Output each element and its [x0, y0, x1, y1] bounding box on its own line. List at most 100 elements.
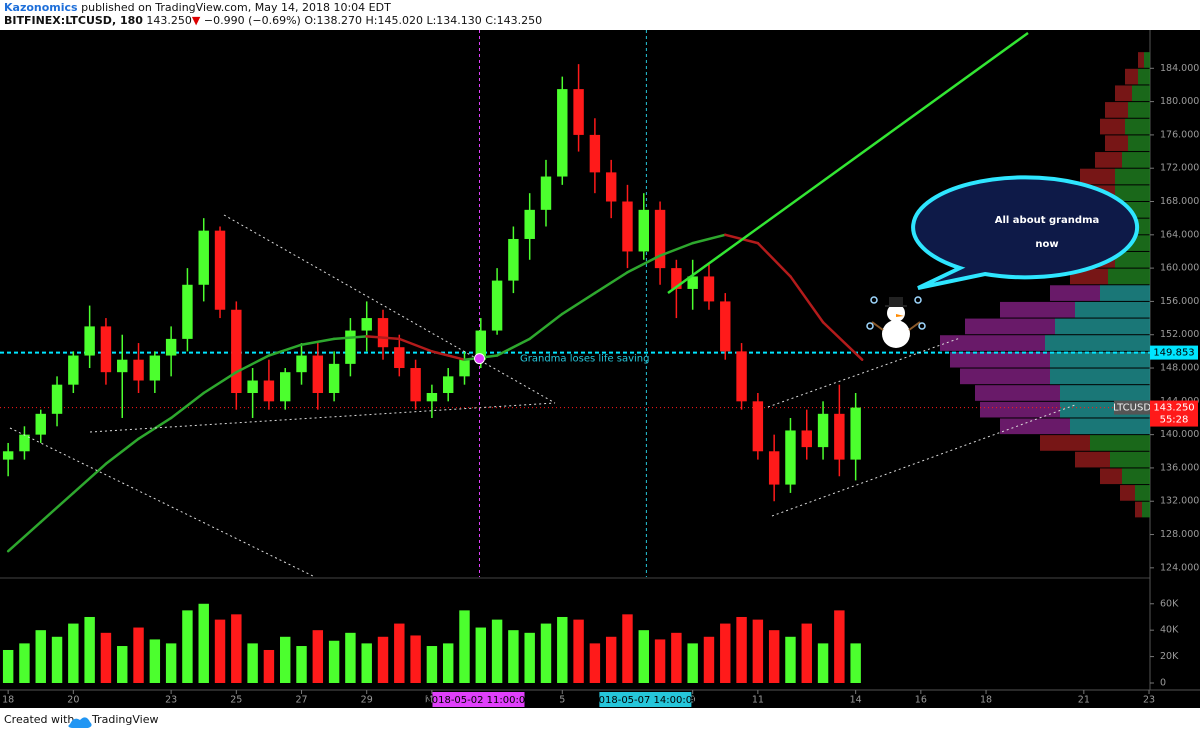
moving-average-segment — [789, 275, 825, 324]
x-tick-label: 18 — [2, 695, 14, 706]
volume-bar — [2, 649, 14, 683]
candle-body — [68, 355, 79, 385]
x-tick-label: 23 — [165, 695, 177, 706]
moving-average-segment — [365, 335, 401, 341]
volume-bar — [165, 643, 177, 683]
y-tick-label: 176.000 — [1160, 129, 1199, 140]
moving-average-segment — [691, 233, 727, 245]
snowman-hat — [889, 297, 903, 306]
volume-bar — [263, 649, 275, 683]
candle-body — [133, 359, 144, 381]
profile-down — [1105, 102, 1128, 118]
candle-body — [117, 359, 128, 373]
level-label: 149.853 — [1153, 348, 1194, 359]
symbol: BITFINEX:LTCUSD, 180 — [4, 14, 143, 27]
candle-body — [785, 430, 796, 485]
snowflake — [866, 322, 874, 330]
x-tick-label: 18 — [980, 695, 992, 706]
candle-body — [247, 380, 258, 394]
y-tick-label: 124.000 — [1160, 562, 1199, 573]
volume-bar — [377, 636, 389, 683]
volume-tick-label: 60K — [1160, 598, 1179, 609]
marker-label: 2018-05-02 11:00:00 — [425, 695, 531, 706]
volume-bar — [182, 610, 193, 683]
signal-dot — [473, 353, 485, 365]
symbol-box — [1114, 400, 1150, 415]
profile-down — [1120, 485, 1135, 501]
volume-bar — [638, 630, 649, 683]
volume-bar — [84, 616, 95, 683]
trend-line — [89, 402, 556, 433]
last-price-box — [1150, 400, 1198, 427]
volume-bar — [834, 610, 845, 683]
volume-tick-label: 40K — [1160, 625, 1179, 636]
volume-bar — [752, 619, 764, 683]
published: published on TradingView.com, May 14, 20… — [81, 1, 391, 14]
countdown: 55:28 — [1160, 415, 1189, 426]
profile-down — [1000, 301, 1075, 318]
candle-body — [149, 355, 161, 381]
drawings — [9, 31, 1076, 578]
volume-bar — [51, 636, 63, 683]
data-layer — [0, 30, 1150, 683]
candle-body — [100, 326, 112, 373]
profile-up — [1132, 85, 1150, 102]
profile-up — [1138, 68, 1150, 85]
candle-body — [410, 368, 421, 402]
candle-body — [573, 89, 584, 135]
snowman — [866, 296, 926, 348]
profile-down — [980, 401, 1060, 418]
candle-body — [720, 301, 731, 352]
volume-bar — [801, 623, 812, 683]
volume-bar — [296, 646, 307, 683]
snowflake — [918, 322, 926, 330]
profile-up — [1128, 102, 1150, 118]
volume-bar — [817, 643, 829, 683]
snowflake — [870, 296, 878, 304]
volume-bar — [117, 646, 128, 683]
y-tick-label: 132.000 — [1160, 496, 1199, 507]
profile-down — [1000, 418, 1070, 435]
candle-body — [540, 176, 552, 210]
moving-average-segment — [169, 391, 205, 420]
volume-bar — [328, 640, 340, 683]
profile-up — [1060, 385, 1150, 401]
candle-body — [491, 280, 503, 331]
volume-bar — [589, 643, 601, 683]
volume-bar — [785, 636, 796, 683]
profile-up — [1108, 268, 1150, 285]
price: 143.250 — [146, 14, 192, 27]
volume-bar — [508, 630, 519, 683]
candle-body — [605, 172, 617, 202]
candle-body — [834, 413, 845, 460]
volume-bar — [557, 616, 568, 683]
volume-bar — [198, 603, 209, 683]
profile-down — [1095, 152, 1122, 168]
moving-average-segment — [267, 343, 303, 357]
x-tick-label: 20 — [67, 695, 79, 706]
candle-body — [361, 318, 372, 331]
profile-up — [1125, 118, 1150, 135]
volume-bar — [687, 643, 698, 683]
header-line-2: BITFINEX:LTCUSD, 180 143.250▼ −0.990 (−0… — [4, 14, 542, 27]
profile-up — [1122, 468, 1150, 485]
x-tick-label: 11 — [752, 695, 764, 706]
x-tick-label: 16 — [915, 695, 927, 706]
profile-up — [1055, 318, 1150, 335]
volume-bar — [214, 619, 226, 683]
candle-body — [557, 89, 568, 177]
snowman-body — [882, 320, 910, 348]
y-tick-label: 184.000 — [1160, 63, 1199, 74]
moving-average-segment — [626, 254, 662, 274]
profile-up — [1100, 285, 1150, 301]
candle-body — [165, 338, 177, 356]
candle-body — [280, 372, 291, 402]
moving-average-segment — [821, 320, 864, 361]
candle-body — [801, 430, 812, 448]
candle-body — [654, 209, 666, 269]
trend-line — [223, 214, 556, 404]
author: Kazonomics — [4, 1, 78, 14]
snowman-arm — [908, 321, 921, 331]
x-tick-label: Ma — [425, 695, 439, 706]
